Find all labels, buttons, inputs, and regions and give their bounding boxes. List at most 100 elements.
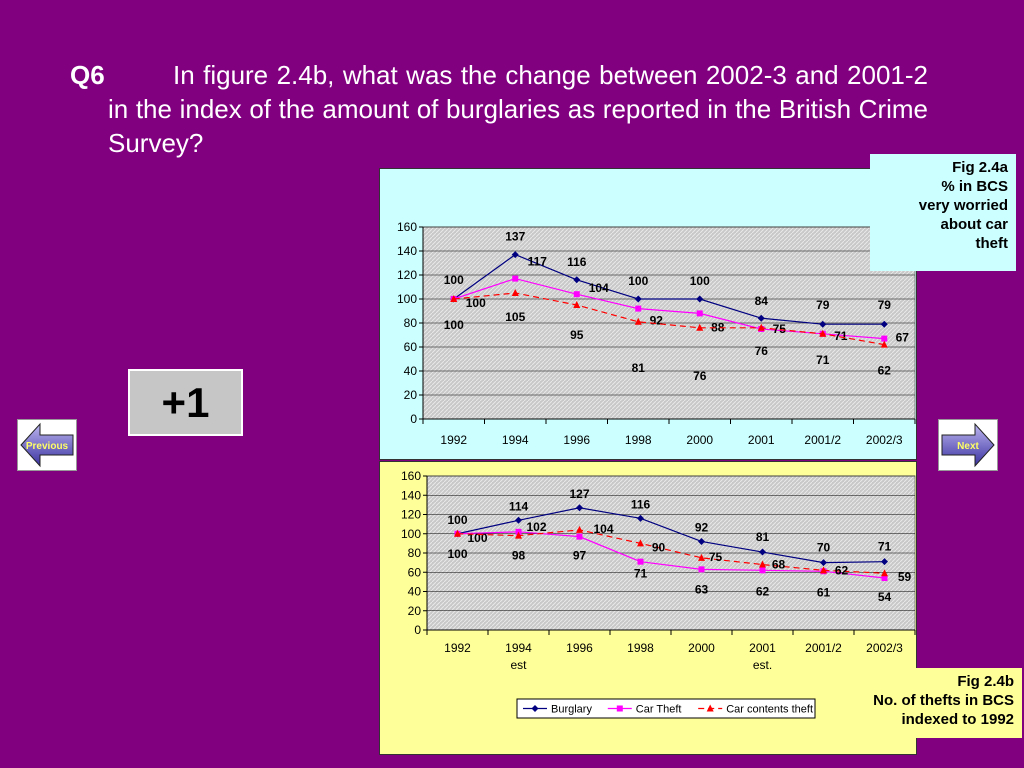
data-label: 67 [896,331,910,345]
data-label: 81 [756,530,770,544]
data-label: 68 [772,558,786,572]
data-label: 100 [466,296,486,310]
data-label: 62 [756,584,770,598]
data-point [576,533,583,540]
data-point [634,317,642,325]
legend-label: Burglary [551,704,592,716]
data-point [512,275,519,282]
data-point [819,320,827,328]
x-tick-label: 2000 [686,433,713,447]
x-tick-label: 1994 [502,433,529,447]
fig-b-line: No. of thefts in BCS [873,692,1014,709]
legend-label: Car contents theft [726,704,813,716]
data-label: 104 [589,281,609,295]
data-label: 54 [878,590,892,604]
question-block: Q6 In figure 2.4b, what was the change b… [70,58,928,160]
data-label: 71 [816,353,830,367]
data-point [881,569,888,577]
data-label: 62 [878,364,892,378]
x-tick-label: 1992 [444,641,471,655]
data-point [696,295,704,303]
y-tick-label: 60 [408,565,422,579]
data-label: 71 [834,329,848,343]
data-point [881,335,888,342]
x-tick-label: 2000 [688,641,715,655]
y-tick-label: 40 [404,364,418,378]
data-label: 88 [711,320,725,334]
question-number: Q6 [70,60,105,90]
data-label: 95 [570,328,584,342]
x-tick-label: 1998 [627,641,654,655]
legend-marker [616,705,623,712]
data-label: 71 [878,540,892,554]
previous-label: Previous [26,441,69,452]
score-box: +1 [128,369,243,436]
y-tick-label: 0 [414,623,421,637]
y-tick-label: 100 [397,292,417,306]
data-label: 114 [509,499,529,513]
data-point [573,276,581,284]
data-point [757,323,765,331]
x-tick-label: 2001 [749,641,776,655]
data-label: 127 [569,487,589,501]
previous-button[interactable]: Previous [17,419,77,471]
y-tick-label: 20 [408,604,422,618]
data-label: 100 [628,274,648,288]
data-point [696,323,704,331]
y-tick-label: 100 [401,527,421,541]
fig-a-line: % in BCS [941,178,1008,195]
data-label: 76 [755,344,769,358]
y-tick-label: 80 [408,546,422,560]
data-point [759,560,766,568]
data-label: 137 [505,230,525,244]
fig-a-label: Fig 2.4a % in BCS very worried about car… [870,154,1016,271]
data-point [820,566,827,574]
data-point [635,305,642,312]
data-point [696,310,703,317]
y-tick-label: 160 [397,220,417,234]
series-line [453,253,885,325]
data-point [759,567,766,574]
chart-panel-a: 0 20 40 60 80 100 120 140 160 1992 1994 1996 1998 200… [379,168,917,460]
data-point [881,558,888,566]
legend-marker [531,705,539,712]
data-point [576,525,583,533]
question-text: In figure 2.4b, what was the change betw… [108,60,928,158]
fig-a-line: theft [975,235,1009,252]
data-point [634,295,642,303]
y-tick-label: 60 [404,340,418,354]
data-point [511,289,519,296]
data-point [515,531,522,539]
next-label: Next [957,441,979,452]
data-point [698,566,705,573]
legend-label: Car Theft [636,704,682,716]
data-label: 79 [878,298,892,312]
next-button[interactable]: Next [938,419,998,471]
data-point [637,539,644,547]
data-label: 97 [573,549,587,563]
x-tick-label: 2002/3 [866,641,903,655]
left-arrow-icon: Previous [20,422,74,468]
series-line [457,507,885,564]
x-tick-label: 1996 [563,433,590,447]
fig-a-line: very worried [918,197,1008,214]
data-label: 100 [690,274,710,288]
y-tick-label: 0 [410,412,417,426]
y-tick-label: 140 [401,488,421,502]
data-point [757,314,765,322]
data-label: 75 [709,550,723,564]
data-label: 117 [528,255,548,269]
fig-b-line: indexed to 1992 [901,711,1014,728]
x-tick-label: 1996 [566,641,593,655]
y-tick-label: 80 [404,316,418,330]
x-tick-label: est [510,658,527,672]
x-tick-label: 1994 [505,641,532,655]
y-tick-label: 120 [397,268,417,282]
data-point [759,548,766,556]
data-label: 92 [695,520,709,534]
data-label: 79 [816,298,830,312]
data-label: 61 [817,585,831,599]
data-point [819,329,827,337]
y-tick-label: 120 [401,508,421,522]
data-label: 104 [593,522,613,536]
